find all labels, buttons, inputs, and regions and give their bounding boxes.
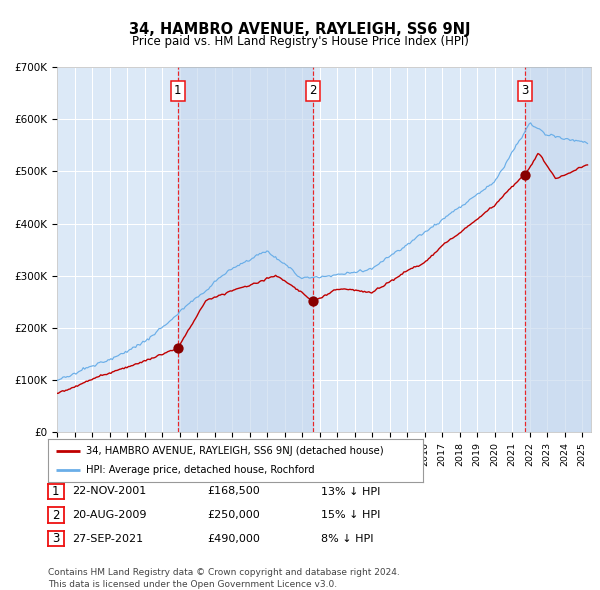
- Bar: [178, 67, 313, 432]
- Text: 34, HAMBRO AVENUE, RAYLEIGH, SS6 9NJ (detached house): 34, HAMBRO AVENUE, RAYLEIGH, SS6 9NJ (de…: [86, 445, 383, 455]
- Point: [308, 297, 318, 306]
- Text: £490,000: £490,000: [207, 534, 260, 543]
- Text: 34, HAMBRO AVENUE, RAYLEIGH, SS6 9NJ: 34, HAMBRO AVENUE, RAYLEIGH, SS6 9NJ: [129, 22, 471, 37]
- Text: Price paid vs. HM Land Registry's House Price Index (HPI): Price paid vs. HM Land Registry's House …: [131, 35, 469, 48]
- Text: £250,000: £250,000: [207, 510, 260, 520]
- Text: HPI: Average price, detached house, Rochford: HPI: Average price, detached house, Roch…: [86, 466, 314, 476]
- Text: 3: 3: [52, 532, 59, 545]
- Text: 15% ↓ HPI: 15% ↓ HPI: [321, 510, 380, 520]
- Point: [521, 170, 530, 179]
- Text: 2: 2: [52, 509, 59, 522]
- Text: £168,500: £168,500: [207, 487, 260, 496]
- Text: 20-AUG-2009: 20-AUG-2009: [73, 510, 147, 520]
- Text: 8% ↓ HPI: 8% ↓ HPI: [321, 534, 373, 543]
- Text: 1: 1: [174, 84, 182, 97]
- Bar: [526, 67, 591, 432]
- Text: 22-NOV-2001: 22-NOV-2001: [73, 487, 147, 496]
- Point: [173, 343, 182, 353]
- Text: 27-SEP-2021: 27-SEP-2021: [73, 534, 144, 543]
- Text: 13% ↓ HPI: 13% ↓ HPI: [321, 487, 380, 496]
- Text: Contains HM Land Registry data © Crown copyright and database right 2024.
This d: Contains HM Land Registry data © Crown c…: [48, 568, 400, 589]
- Text: 1: 1: [52, 485, 59, 498]
- Text: 2: 2: [310, 84, 317, 97]
- Text: 3: 3: [521, 84, 529, 97]
